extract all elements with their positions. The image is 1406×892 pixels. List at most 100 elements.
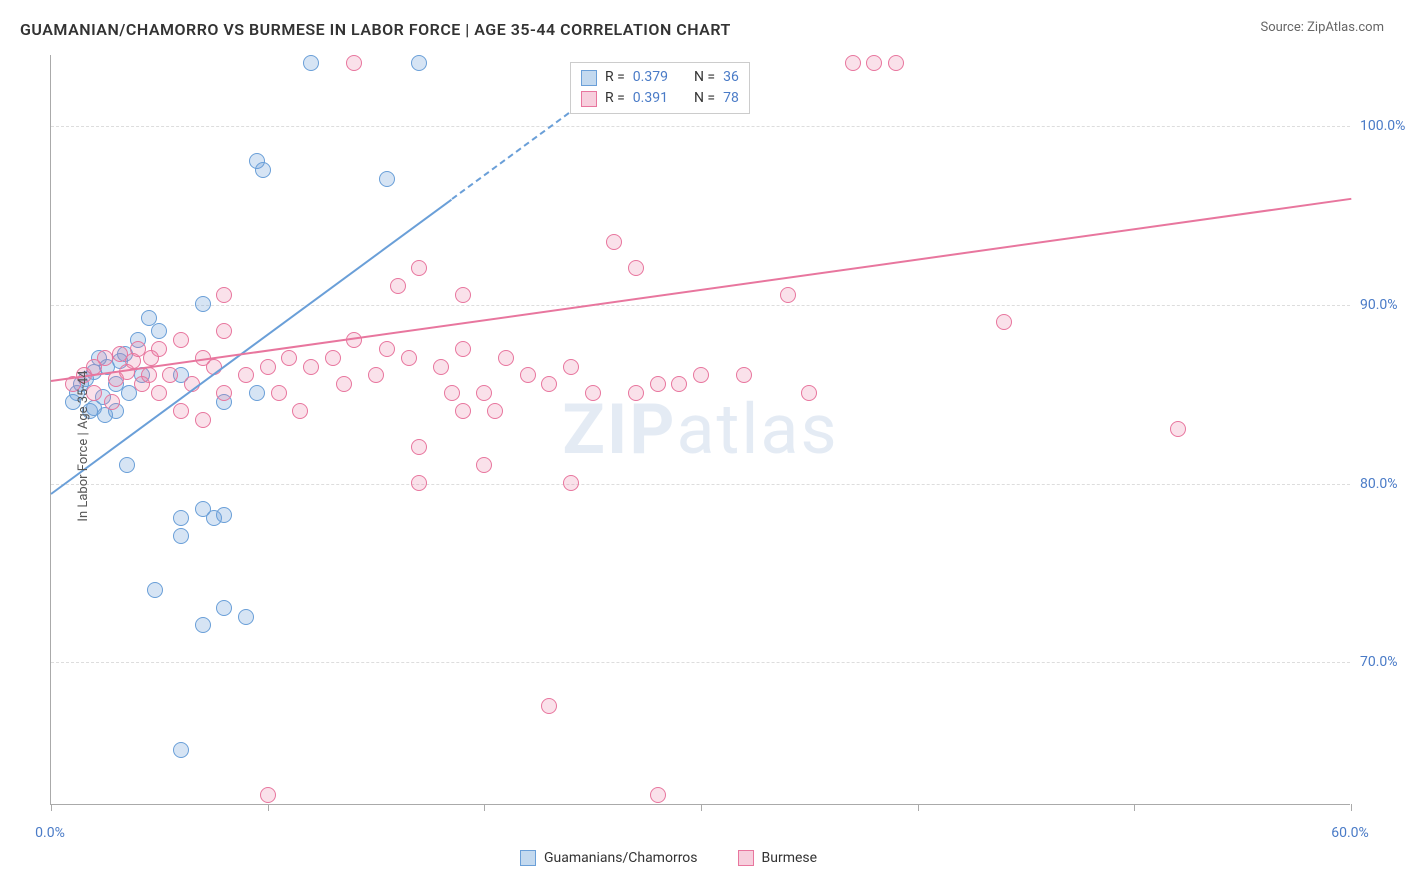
trend-line bbox=[51, 198, 1351, 382]
scatter-point-burmese bbox=[216, 323, 232, 339]
scatter-point-burmese bbox=[134, 376, 150, 392]
scatter-point-burmese bbox=[476, 457, 492, 473]
scatter-point-burmese bbox=[996, 314, 1012, 330]
scatter-point-guamanian bbox=[119, 457, 135, 473]
scatter-point-guamanian bbox=[216, 600, 232, 616]
scatter-point-burmese bbox=[411, 439, 427, 455]
scatter-point-guamanian bbox=[173, 742, 189, 758]
x-tick-label: 0.0% bbox=[35, 825, 65, 841]
y-tick-label: 100.0% bbox=[1360, 118, 1406, 134]
scatter-point-burmese bbox=[693, 367, 709, 383]
scatter-point-burmese bbox=[650, 787, 666, 803]
y-tick-label: 80.0% bbox=[1360, 476, 1406, 492]
x-tick bbox=[918, 804, 919, 811]
scatter-point-guamanian bbox=[379, 171, 395, 187]
x-tick bbox=[701, 804, 702, 811]
scatter-point-burmese bbox=[303, 359, 319, 375]
x-tick-label: 60.0% bbox=[1331, 825, 1369, 841]
scatter-point-burmese bbox=[671, 376, 687, 392]
scatter-point-burmese bbox=[325, 350, 341, 366]
scatter-point-guamanian bbox=[173, 510, 189, 526]
scatter-point-burmese bbox=[845, 55, 861, 71]
scatter-point-burmese bbox=[866, 55, 882, 71]
stats-r-value: 0.391 bbox=[633, 88, 668, 109]
scatter-point-burmese bbox=[476, 385, 492, 401]
scatter-point-burmese bbox=[368, 367, 384, 383]
y-tick-label: 90.0% bbox=[1360, 297, 1406, 313]
scatter-point-burmese bbox=[390, 278, 406, 294]
scatter-point-burmese bbox=[498, 350, 514, 366]
scatter-point-burmese bbox=[401, 350, 417, 366]
scatter-point-burmese bbox=[606, 234, 622, 250]
scatter-point-guamanian bbox=[147, 582, 163, 598]
scatter-point-burmese bbox=[281, 350, 297, 366]
scatter-point-burmese bbox=[173, 332, 189, 348]
source-attribution: Source: ZipAtlas.com bbox=[1260, 20, 1384, 35]
scatter-point-burmese bbox=[346, 55, 362, 71]
chart-title: GUAMANIAN/CHAMORRO VS BURMESE IN LABOR F… bbox=[20, 20, 731, 39]
stats-n-value: 78 bbox=[723, 88, 739, 109]
scatter-point-burmese bbox=[151, 385, 167, 401]
scatter-point-burmese bbox=[487, 403, 503, 419]
scatter-point-burmese bbox=[97, 350, 113, 366]
scatter-point-burmese bbox=[563, 359, 579, 375]
watermark-zip: ZIP bbox=[562, 389, 676, 471]
scatter-point-burmese bbox=[888, 55, 904, 71]
legend-swatch bbox=[738, 850, 754, 866]
scatter-point-burmese bbox=[433, 359, 449, 375]
stats-row: R =0.379N =36 bbox=[581, 67, 739, 88]
scatter-point-guamanian bbox=[173, 528, 189, 544]
scatter-point-burmese bbox=[455, 341, 471, 357]
scatter-point-guamanian bbox=[255, 162, 271, 178]
scatter-point-guamanian bbox=[151, 323, 167, 339]
scatter-point-burmese bbox=[650, 376, 666, 392]
source-label: Source: bbox=[1260, 20, 1307, 35]
scatter-point-burmese bbox=[628, 260, 644, 276]
gridline-h bbox=[51, 305, 1350, 306]
scatter-point-burmese bbox=[238, 367, 254, 383]
legend-item: Burmese bbox=[738, 850, 818, 866]
x-tick bbox=[484, 804, 485, 811]
watermark: ZIPatlas bbox=[562, 389, 838, 471]
scatter-point-guamanian bbox=[195, 296, 211, 312]
scatter-point-burmese bbox=[455, 287, 471, 303]
stats-swatch bbox=[581, 70, 597, 86]
stats-r-label: R = bbox=[605, 88, 625, 109]
source-name: ZipAtlas.com bbox=[1307, 20, 1384, 35]
scatter-point-burmese bbox=[173, 403, 189, 419]
stats-n-value: 36 bbox=[723, 67, 739, 88]
x-tick bbox=[1351, 804, 1352, 811]
scatter-point-burmese bbox=[104, 394, 120, 410]
scatter-point-burmese bbox=[520, 367, 536, 383]
scatter-point-burmese bbox=[1170, 421, 1186, 437]
scatter-point-burmese bbox=[736, 367, 752, 383]
legend-label: Burmese bbox=[762, 850, 818, 866]
watermark-rest: atlas bbox=[676, 389, 838, 471]
scatter-point-burmese bbox=[379, 341, 395, 357]
stats-r-label: R = bbox=[605, 67, 625, 88]
scatter-point-guamanian bbox=[216, 507, 232, 523]
x-tick bbox=[268, 804, 269, 811]
gridline-h bbox=[51, 662, 1350, 663]
scatter-point-guamanian bbox=[303, 55, 319, 71]
scatter-point-guamanian bbox=[249, 385, 265, 401]
scatter-point-burmese bbox=[216, 385, 232, 401]
x-tick bbox=[51, 804, 52, 811]
legend-item: Guamanians/Chamorros bbox=[520, 850, 698, 866]
gridline-h bbox=[51, 126, 1350, 127]
scatter-point-burmese bbox=[151, 341, 167, 357]
gridline-h bbox=[51, 484, 1350, 485]
scatter-point-burmese bbox=[563, 475, 579, 491]
scatter-point-burmese bbox=[411, 475, 427, 491]
stats-swatch bbox=[581, 91, 597, 107]
scatter-point-burmese bbox=[411, 260, 427, 276]
scatter-point-burmese bbox=[336, 376, 352, 392]
scatter-point-guamanian bbox=[238, 609, 254, 625]
scatter-point-burmese bbox=[444, 385, 460, 401]
scatter-point-burmese bbox=[260, 787, 276, 803]
scatter-point-burmese bbox=[162, 367, 178, 383]
scatter-point-burmese bbox=[628, 385, 644, 401]
scatter-point-guamanian bbox=[195, 617, 211, 633]
scatter-point-burmese bbox=[271, 385, 287, 401]
scatter-point-burmese bbox=[455, 403, 471, 419]
